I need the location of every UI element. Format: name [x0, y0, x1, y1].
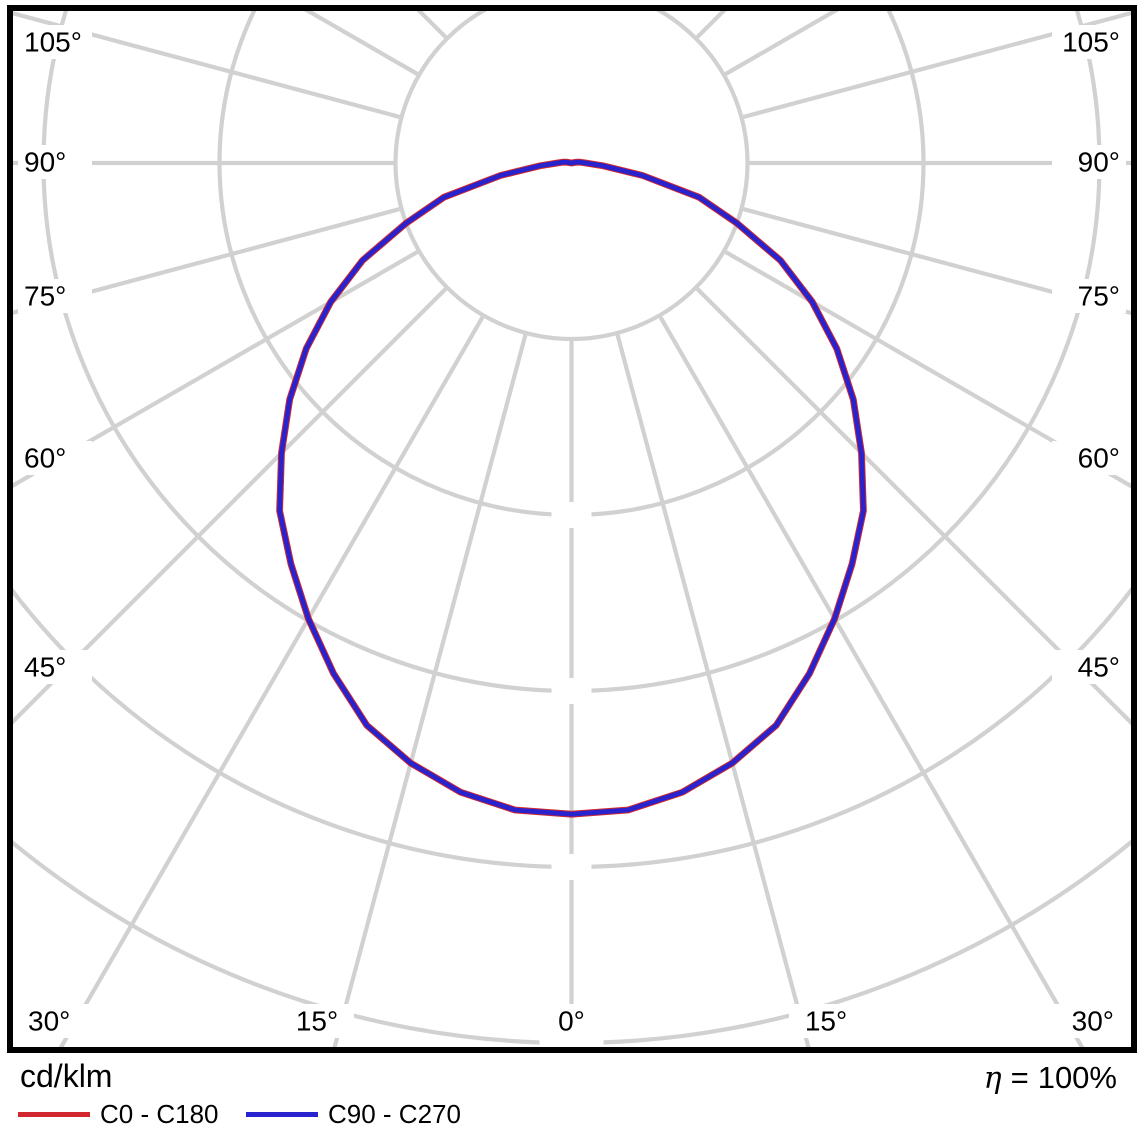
angle-tick-label: 90°	[24, 147, 66, 178]
curve-c90-c270	[277, 159, 866, 817]
eta-symbol: η	[983, 1061, 1002, 1096]
angle-tick-label: 30°	[1072, 1006, 1114, 1037]
angle-tick-label: 90°	[1078, 147, 1120, 178]
angle-tick-label: 105°	[1062, 27, 1120, 58]
angle-tick-label: 15°	[296, 1006, 338, 1037]
c90-c270-line-swatch	[246, 1111, 318, 1117]
angle-tick-label: 15°	[805, 1006, 847, 1037]
angle-tick-labels: 105° 90° 75° 60° 45° 105° 90° 75° 60° 45° 30° 15° 0°…	[18, 25, 1126, 1038]
angle-tick-label: 45°	[1078, 652, 1120, 683]
angle-tick-label: 60°	[24, 443, 66, 474]
angle-tick-label: 30°	[28, 1006, 70, 1037]
angle-tick-label: 75°	[1078, 281, 1120, 312]
c0-c180-line-swatch	[18, 1111, 90, 1117]
angle-tick-label: 60°	[1078, 443, 1120, 474]
angle-tick-label: 75°	[24, 281, 66, 312]
efficiency-value: 100%	[1037, 1060, 1117, 1095]
legend-item-c90-c270: C90 - C270	[246, 1098, 461, 1130]
legend-item-c0-c180: C0 - C180	[18, 1098, 219, 1130]
angle-tick-label: 0°	[558, 1006, 585, 1037]
efficiency-equals: =	[1010, 1060, 1029, 1095]
chart-frame	[7, 5, 1137, 1053]
radial-axis-unit-label: cd/klm	[20, 1058, 113, 1094]
angle-tick-label: 105°	[24, 27, 82, 58]
legend-label-c0-c180: C0 - C180	[100, 1098, 219, 1129]
legend-label-c90-c270: C90 - C270	[328, 1098, 461, 1129]
light-output-ratio-label: η = 100%	[984, 1060, 1117, 1096]
angle-tick-label: 45°	[24, 652, 66, 683]
